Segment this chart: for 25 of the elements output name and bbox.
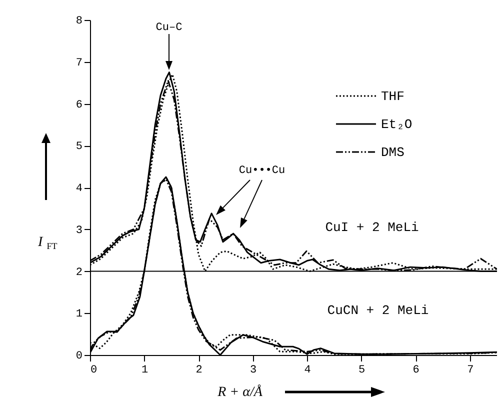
x-tick-label: 2 [196, 364, 202, 376]
x-tick-label: 3 [250, 364, 257, 376]
y-tick-label: 0 [76, 350, 82, 362]
annotation: CuI + 2 MeLi [325, 220, 419, 235]
legend-label: DMS [381, 145, 405, 160]
annotation: Cu•••Cu [238, 165, 286, 177]
annotation: Cu–C [156, 22, 183, 34]
y-tick-label: 6 [76, 99, 82, 112]
x-tick-label: 1 [141, 364, 148, 376]
y-tick-label: 4 [76, 183, 83, 195]
x-axis-title: R + α/Å [216, 384, 263, 400]
x-tick-label: 7 [467, 364, 474, 376]
y-tick-label: 1 [76, 308, 83, 321]
x-tick-label: 5 [358, 364, 366, 376]
x-tick-label: 6 [412, 364, 420, 376]
x-tick-label: 0 [90, 364, 98, 376]
y-tick-label: 5 [76, 141, 82, 154]
legend-label: THF [381, 89, 404, 104]
y-tick-label: 2 [76, 266, 82, 279]
y-tick-label: 3 [76, 224, 82, 237]
y-tick-label: 8 [76, 16, 82, 28]
annotation: CuCN + 2 MeLi [327, 303, 429, 318]
legend-label: Et₂O [381, 117, 412, 132]
x-tick-label: 4 [304, 364, 312, 376]
y-tick-label: 7 [76, 57, 82, 70]
